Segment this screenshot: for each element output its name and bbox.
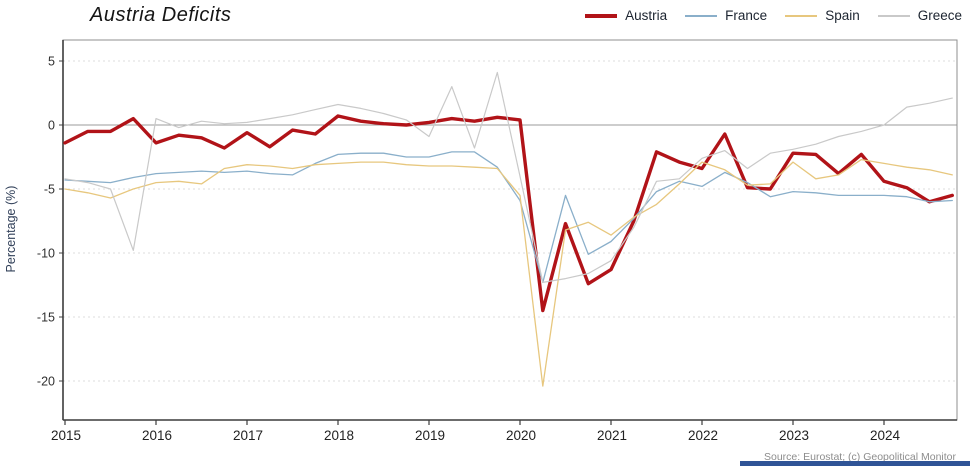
x-tick-label: 2024 [870, 428, 901, 443]
spain-line-swatch [785, 14, 818, 17]
x-tick-label: 2022 [688, 428, 718, 443]
legend: Austria France Spain Greece [585, 8, 962, 23]
legend-label-austria: Austria [625, 8, 668, 23]
series-line-greece [64, 71, 953, 283]
legend-item-austria[interactable]: Austria [585, 8, 667, 23]
series-line-austria [63, 114, 954, 313]
y-tick-label: 5 [48, 55, 55, 69]
france-line-swatch [685, 14, 718, 17]
x-tick-label: 2016 [142, 428, 172, 443]
x-tick-label: 2015 [51, 428, 81, 443]
y-axis-title: Percentage (%) [4, 185, 18, 273]
legend-label-spain: Spain [825, 8, 860, 23]
x-tick-label: 2019 [415, 428, 445, 443]
y-tick-label: -10 [37, 247, 55, 261]
legend-item-france[interactable]: France [685, 8, 767, 23]
x-tick-label: 2018 [324, 428, 354, 443]
series-line-france [64, 151, 953, 284]
x-tick-label: 2023 [779, 428, 809, 443]
y-tick-label: -20 [37, 375, 55, 389]
y-tick-label: 0 [48, 119, 55, 133]
y-tick-label: -15 [37, 311, 55, 325]
x-tick-label: 2017 [233, 428, 263, 443]
source-attribution: Source: Eurostat; (c) Geopolitical Monit… [764, 451, 956, 463]
legend-label-greece: Greece [917, 8, 962, 23]
x-tick-label: 2020 [506, 428, 536, 443]
greece-line-swatch [877, 14, 910, 17]
chart-title: Austria Deficits [90, 4, 232, 26]
series-line-spain [64, 158, 953, 387]
bottom-accent-bar [740, 461, 970, 466]
austria-line-swatch [585, 13, 618, 18]
y-tick-label: -5 [44, 183, 55, 197]
plot-border [62, 39, 958, 421]
legend-item-greece[interactable]: Greece [877, 8, 962, 23]
x-tick-label: 2021 [597, 428, 627, 443]
legend-label-france: France [725, 8, 768, 23]
legend-item-spain[interactable]: Spain [785, 8, 860, 23]
